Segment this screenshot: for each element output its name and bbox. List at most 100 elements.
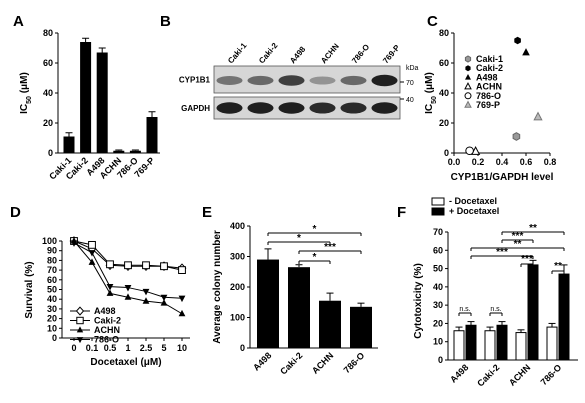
panel-c-y-tick-label: 60: [439, 58, 449, 68]
panel-d-label: D: [10, 204, 21, 221]
panel-c-x-tick-label: 0.8: [544, 157, 557, 167]
panel-f-category-label: ACHN: [507, 362, 532, 387]
panel-b-band: [371, 74, 398, 87]
panel-c-point: [522, 48, 530, 56]
panel-f-y-tick-label: 0: [438, 355, 443, 365]
panel-a-y-label-unit: (μM): [19, 72, 30, 96]
panel-d-legend-label: 786-O: [94, 335, 119, 345]
panel-c-y-label-main: IC: [424, 104, 435, 114]
panel-c-x-label: CYP1B1/GAPDH level: [451, 172, 554, 183]
panel-c-legend-label: 786-O: [476, 91, 501, 101]
panel-f-y-tick-label: 40: [433, 282, 443, 292]
panel-d-point: [142, 261, 150, 270]
panel-d-point: [178, 295, 186, 303]
panel-d-point: [160, 299, 168, 306]
panel-d-point: [178, 309, 186, 317]
panel-f-legend-swatch: [431, 207, 445, 216]
panel-b-marker-unit: kDa: [406, 65, 419, 72]
panel-b-band: [340, 102, 367, 114]
panel-b-lane-label: ACHN: [319, 42, 341, 66]
panel-e-bar: [257, 259, 279, 348]
panel-d-legend-marker: [76, 326, 84, 333]
panel-a-y-tick-label: 60: [43, 58, 53, 68]
panel-a-bar: [113, 150, 125, 153]
panel-a-y-label: IC50 (μM): [19, 72, 33, 114]
panel-b-label: B: [160, 13, 171, 30]
panel-c-legend-label: Caki-1: [476, 54, 503, 64]
panel-b-band: [247, 102, 274, 114]
panel-b-band: [278, 75, 305, 86]
panel-d-y-tick-label: 50: [47, 285, 57, 295]
panel-f-bar: [527, 264, 539, 361]
panel-d-y-tick-label: 40: [47, 294, 57, 304]
panel-e-bar: [319, 300, 341, 348]
panel-f-legend-swatch: [431, 197, 445, 206]
panel-d-point: [106, 260, 114, 269]
panel-e-y-tick-label: 0: [240, 343, 245, 353]
panel-f-sig-label: **: [514, 239, 522, 250]
panel-d-legend-marker: [76, 337, 84, 344]
panel-a-bar: [63, 136, 75, 153]
panel-d-point: [88, 258, 96, 265]
panel-c-legend-marker: [465, 65, 471, 72]
panel-e-sig-label: *: [313, 252, 317, 263]
panel-c-legend-marker: [464, 55, 472, 63]
panel-c-legend-marker: [465, 73, 471, 80]
panel-b-row-label: GAPDH: [181, 104, 210, 113]
panel-e-bar: [288, 267, 310, 348]
panel-c-legend-marker: [464, 92, 472, 100]
panel-f-label: F: [397, 204, 406, 221]
panel-d-point: [124, 293, 132, 300]
panel-a-bar: [129, 150, 141, 153]
panel-d-point: [178, 266, 186, 275]
panel-e-category-label: Caki-2: [278, 350, 304, 376]
panel-e-y-tick-label: 400: [230, 221, 245, 231]
panel-d-x-tick-label: 0.1: [86, 343, 99, 353]
panel-f-bar: [496, 324, 508, 361]
panel-c-legend-label: Caki-2: [476, 63, 503, 73]
panel-d-point: [142, 297, 150, 304]
panel-d-x-tick-label: 2.5: [140, 343, 153, 353]
panel-d-x-tick-label: 10: [177, 343, 187, 353]
panel-d-point: [70, 240, 78, 247]
panel-b-band: [309, 76, 336, 85]
panel-d-y-label: Survival (%): [24, 261, 35, 318]
panel-e-label: E: [202, 204, 212, 221]
panel-d-y-tick-label: 0: [52, 333, 57, 343]
panel-c-legend-label: 769-P: [476, 100, 500, 110]
panel-c-point: [514, 36, 521, 45]
panel-d-y-tick-label: 30: [47, 304, 57, 314]
panel-d-y-tick-label: 80: [47, 255, 57, 265]
panel-f-sig-label: ***: [496, 247, 508, 258]
panel-c-label: C: [427, 13, 438, 30]
panel-d-x-tick-label: 1: [125, 343, 130, 353]
panel-c-x-tick-label: 0.4: [496, 157, 509, 167]
panel-b-band: [247, 75, 274, 86]
panel-a-bar: [80, 42, 92, 153]
panel-a-bar: [146, 117, 158, 153]
panel-d-legend-marker: [75, 306, 85, 316]
panel-f-y-label: Cytotoxicity (%): [413, 263, 424, 339]
panel-e-category-label: 786-O: [342, 350, 367, 375]
panel-c-point: [533, 111, 543, 121]
panel-d-legend-label: ACHN: [94, 325, 120, 335]
panel-b-band: [216, 102, 243, 114]
panel-e-sig-label: *: [313, 224, 317, 235]
panel-b-lane-label: Caki-1: [226, 41, 249, 66]
panel-f-y-tick-label: 10: [433, 337, 443, 347]
panel-b-lane-label: A498: [288, 44, 308, 65]
panel-e-category-label: A498: [251, 350, 273, 372]
panel-f-y-tick-label: 30: [433, 300, 443, 310]
panel-f-category-label: A498: [448, 362, 470, 384]
panel-b-blot-frame: [213, 65, 401, 94]
panel-b-band: [309, 102, 336, 114]
panel-b-band: [340, 75, 367, 86]
panel-a-label: A: [13, 13, 24, 30]
panel-d-point: [88, 250, 96, 257]
panel-d-x-label: Docetaxel (μM): [90, 357, 161, 368]
panel-f-sig-label: ***: [512, 231, 524, 242]
panel-a-y-label-sub: 50: [26, 96, 33, 104]
panel-c-legend-label: A498: [476, 72, 498, 82]
panel-c-x-tick-label: 0.6: [520, 157, 533, 167]
